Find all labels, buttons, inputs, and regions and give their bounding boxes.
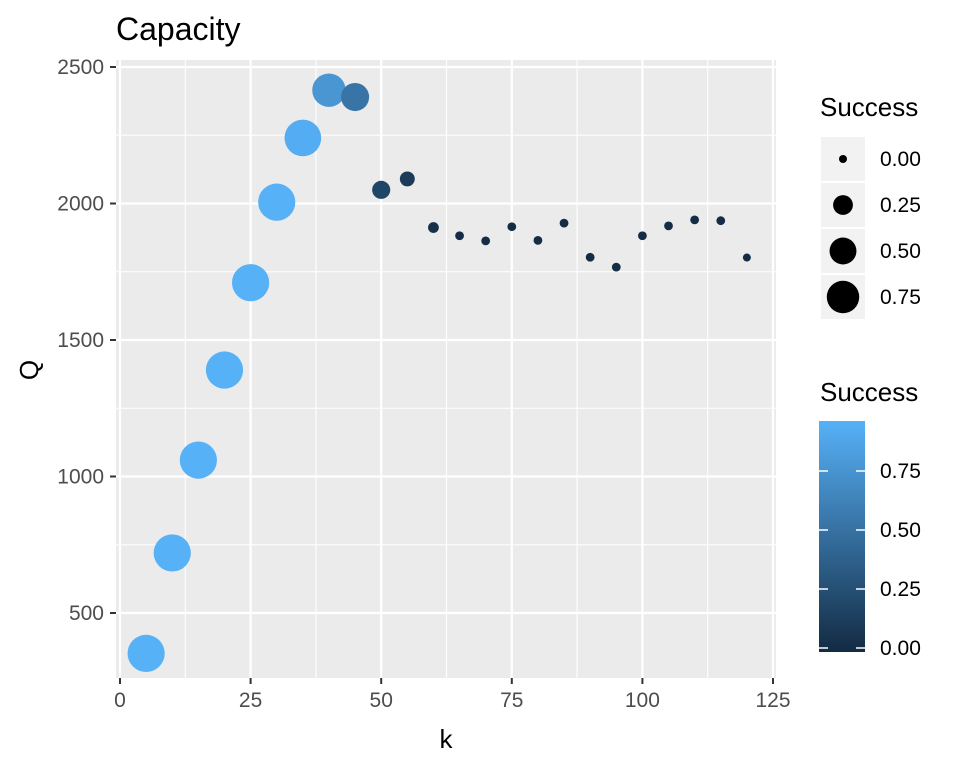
y-axis: 500 1000 1500 2000 2500 bbox=[57, 56, 116, 625]
data-point bbox=[232, 264, 270, 302]
size-legend-label: 0.25 bbox=[880, 194, 921, 217]
data-point bbox=[533, 235, 543, 245]
data-point bbox=[638, 231, 647, 241]
color-legend-label: 0.50 bbox=[880, 519, 921, 542]
x-axis: 0 25 50 75 100 125 bbox=[114, 678, 791, 712]
size-legend-label: 0.75 bbox=[880, 286, 921, 309]
data-point bbox=[742, 253, 751, 262]
data-points bbox=[127, 73, 751, 673]
data-point bbox=[559, 218, 569, 228]
size-legend-title: Success bbox=[820, 92, 918, 122]
data-point bbox=[258, 183, 296, 221]
data-point bbox=[481, 236, 491, 246]
y-tick-label: 1500 bbox=[57, 329, 104, 352]
grid-minor bbox=[116, 60, 776, 678]
chart-title: Capacity bbox=[116, 11, 241, 47]
x-tick-label: 75 bbox=[500, 689, 523, 712]
data-point bbox=[585, 252, 595, 262]
color-legend-title: Success bbox=[820, 377, 918, 407]
data-point bbox=[312, 73, 346, 107]
x-tick-label: 0 bbox=[114, 689, 126, 712]
y-tick-label: 500 bbox=[69, 602, 104, 625]
data-point bbox=[690, 215, 700, 225]
color-legend-label: 0.00 bbox=[880, 637, 921, 660]
data-point bbox=[507, 222, 517, 232]
data-point bbox=[205, 351, 244, 389]
color-bar bbox=[819, 421, 865, 652]
x-axis-title: k bbox=[440, 724, 454, 754]
data-point bbox=[372, 180, 391, 199]
color-legend: Success 0.00 0.25 0.50 0.75 bbox=[819, 377, 921, 660]
color-legend-label: 0.25 bbox=[880, 578, 921, 601]
size-legend: Success 0.00 0.25 0.50 0.75 bbox=[820, 92, 921, 319]
data-point bbox=[179, 441, 217, 479]
data-point bbox=[153, 534, 191, 572]
y-axis-title: Q bbox=[14, 360, 44, 380]
size-legend-swatch bbox=[833, 195, 853, 215]
y-tick-label: 2500 bbox=[57, 56, 104, 79]
x-tick-label: 50 bbox=[370, 689, 393, 712]
data-point bbox=[399, 171, 415, 187]
data-point bbox=[284, 119, 322, 157]
size-legend-swatch bbox=[826, 280, 860, 314]
x-tick-label: 25 bbox=[239, 689, 262, 712]
y-tick-label: 1000 bbox=[57, 466, 104, 489]
data-point bbox=[127, 634, 165, 673]
size-legend-swatch bbox=[829, 237, 857, 265]
data-point bbox=[341, 82, 370, 112]
y-tick-label: 2000 bbox=[57, 193, 104, 216]
size-legend-swatch bbox=[839, 155, 847, 163]
color-legend-label: 0.75 bbox=[880, 460, 921, 483]
data-point bbox=[716, 216, 726, 226]
x-tick-label: 125 bbox=[755, 689, 790, 712]
data-point bbox=[428, 222, 439, 233]
data-point bbox=[611, 262, 621, 272]
data-point bbox=[664, 221, 673, 231]
size-legend-label: 0.00 bbox=[880, 148, 921, 171]
grid-major bbox=[116, 60, 776, 678]
size-legend-label: 0.50 bbox=[880, 240, 921, 263]
x-tick-label: 100 bbox=[625, 689, 660, 712]
data-point bbox=[455, 231, 464, 241]
